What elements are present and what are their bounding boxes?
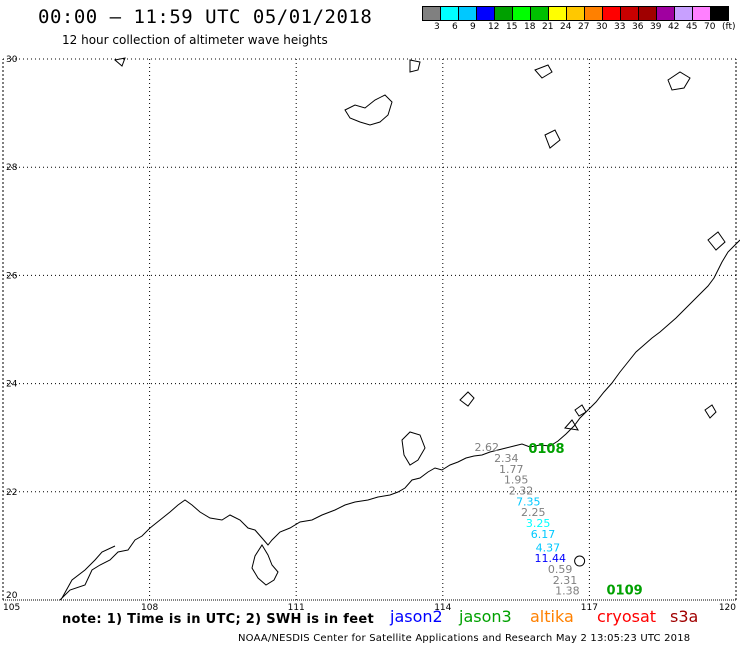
- lon-tick-label: 120: [719, 603, 736, 613]
- pass-label: 0109: [607, 584, 643, 599]
- lake-1: [344, 94, 393, 126]
- taiwan-fragment: [704, 404, 717, 419]
- lat-tick-label: 24: [6, 380, 18, 390]
- legend-swatch: [495, 7, 513, 20]
- legend-label: 21: [542, 22, 554, 32]
- wave-height-value: 11.44: [535, 552, 567, 565]
- lon-tick-label: 108: [141, 603, 158, 613]
- satellite-label: jason3: [459, 607, 512, 626]
- estuary: [401, 431, 426, 466]
- lon-tick-label: 111: [288, 603, 305, 613]
- map-subtitle: 12 hour collection of altimeter wave hei…: [62, 33, 328, 47]
- lat-tick-label: 26: [6, 271, 18, 281]
- legend-label: 15: [506, 22, 518, 32]
- wave-height-value: 0.59: [548, 563, 573, 576]
- island-marker: [574, 555, 586, 567]
- wave-height-value: 4.37: [536, 541, 561, 554]
- legend-swatch: [621, 7, 639, 20]
- gulf-coast: [61, 545, 116, 599]
- legend-swatch: [657, 7, 675, 20]
- grid-lines: [2, 58, 737, 601]
- legend-swatch: [603, 7, 621, 20]
- coastline: [59, 57, 740, 601]
- wave-height-value: 6.17: [531, 528, 556, 541]
- satellite-label: cryosat: [597, 607, 657, 626]
- legend-swatch: [459, 7, 477, 20]
- legend-label: 3: [434, 22, 440, 32]
- legend-label: 70: [704, 22, 716, 32]
- lat-tick-label: 22: [6, 488, 17, 498]
- legend-label: 33: [614, 22, 626, 32]
- leizhou-coast: [251, 544, 279, 586]
- wave-height-value: 1.95: [504, 474, 529, 487]
- legend-label: 39: [650, 22, 662, 32]
- legend-swatch: [513, 7, 531, 20]
- mainland-coast: [59, 239, 740, 601]
- lon-tick-label: 117: [581, 603, 598, 613]
- legend-swatch: [423, 7, 441, 20]
- legend-swatch: [693, 7, 711, 20]
- wave-height-value: 2.25: [521, 506, 546, 519]
- map-frame: [2, 58, 737, 601]
- legend-label: 30: [596, 22, 608, 32]
- legend-swatch: [639, 7, 657, 20]
- lat-tick-label: 30: [6, 55, 18, 65]
- legend-label: 24: [560, 22, 572, 32]
- legend-label: 27: [578, 22, 590, 32]
- legend-swatch: [585, 7, 603, 20]
- legend-label: (ft): [722, 22, 736, 32]
- legend-swatch: [711, 7, 728, 20]
- satellite-label: jason2: [390, 607, 443, 626]
- lon-tick-label: 114: [434, 603, 451, 613]
- legend-label: 9: [470, 22, 476, 32]
- pass-label: 0108: [528, 442, 564, 457]
- legend-swatch: [477, 7, 495, 20]
- lon-tick-label: 105: [3, 603, 20, 613]
- bay: [564, 419, 579, 431]
- legend-label: 6: [452, 22, 458, 32]
- lake-4: [544, 129, 561, 149]
- legend-label: 45: [686, 22, 698, 32]
- lake-6: [707, 231, 726, 251]
- legend-swatch: [675, 7, 693, 20]
- lake-7: [113, 57, 126, 67]
- legend-label: 36: [632, 22, 644, 32]
- lat-tick-label: 20: [6, 591, 18, 601]
- wave-height-value: 1.38: [555, 585, 580, 598]
- legend-swatch: [531, 7, 549, 20]
- map-title: 00:00 – 11:59 UTC 05/01/2018: [38, 6, 373, 28]
- wave-height-value: 7.35: [516, 495, 541, 508]
- satellite-label: s3a: [670, 607, 699, 626]
- lake-5: [667, 71, 691, 91]
- wave-height-value: 3.25: [526, 517, 551, 530]
- legend-label: 42: [668, 22, 680, 32]
- satellite-label: altika: [530, 607, 574, 626]
- wave-height-value: 2.62: [475, 441, 500, 454]
- legend-swatch: [549, 7, 567, 20]
- wave-height-value: 2.34: [494, 452, 519, 465]
- island-1: [459, 391, 475, 407]
- legend-swatch: [567, 7, 585, 20]
- legend-swatch: [441, 7, 459, 20]
- legend-label: 12: [488, 22, 500, 32]
- axis-tick-labels: 30 28 26 24 22 20 105 108 111 114 117 120: [3, 55, 736, 613]
- wave-height-value: 2.32: [509, 485, 534, 498]
- island-2: [574, 404, 587, 417]
- lake-3: [534, 64, 553, 79]
- legend-label: 18: [524, 22, 536, 32]
- wave-observations: 2.622.341.771.952.327.352.253.256.174.37…: [475, 441, 643, 598]
- lat-tick-label: 28: [6, 163, 18, 173]
- wave-height-value: 2.31: [553, 574, 578, 587]
- footer-note: note: 1) Time is in UTC; 2) SWH is in fe…: [62, 612, 374, 627]
- color-legend: [422, 6, 729, 21]
- lake-2: [409, 59, 421, 73]
- wave-height-value: 1.77: [499, 463, 524, 476]
- credit-line: NOAA/NESDIS Center for Satellite Applica…: [238, 633, 691, 644]
